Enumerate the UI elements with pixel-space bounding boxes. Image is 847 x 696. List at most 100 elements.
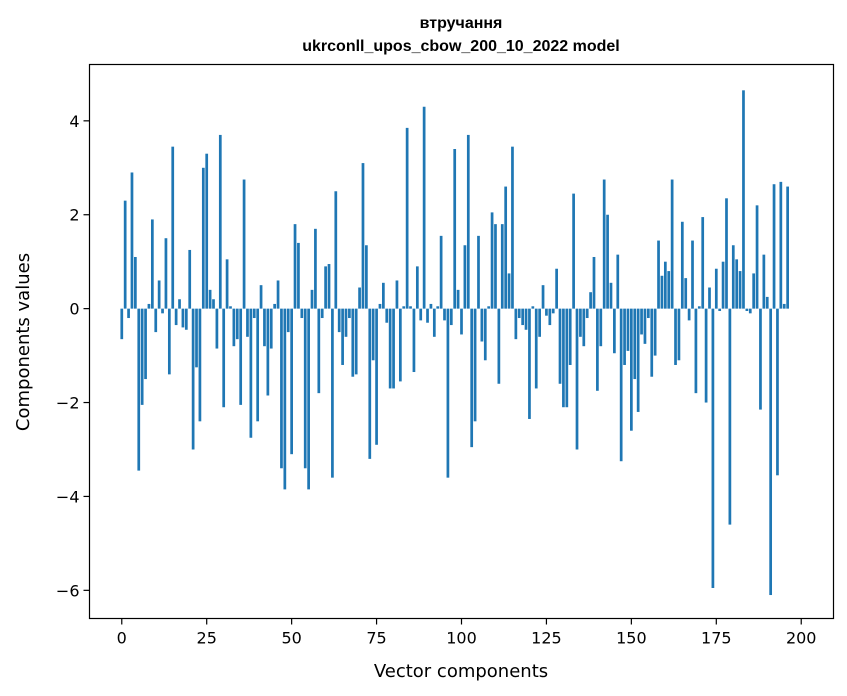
chart-title: втручання (420, 15, 503, 32)
bar-78 (385, 308, 389, 323)
bar-184 (745, 308, 749, 311)
bar-75 (375, 308, 378, 445)
x-tick-label: 25 (197, 629, 217, 648)
bar-172 (704, 308, 708, 403)
bar-163 (674, 308, 677, 365)
bar-110 (494, 224, 497, 309)
bar-191 (769, 308, 773, 596)
bar-21 (191, 308, 195, 450)
bar-177 (721, 261, 725, 309)
bar-62 (331, 308, 334, 478)
y-tick-label: −2 (56, 394, 80, 413)
bar-79 (388, 308, 392, 389)
bar-138 (589, 292, 592, 309)
bar-69 (354, 308, 358, 375)
bar-108 (487, 306, 491, 309)
bar-154 (643, 308, 647, 344)
bar-84 (405, 127, 409, 309)
bar-185 (748, 308, 752, 314)
bar-41 (259, 285, 263, 309)
bar-97 (449, 308, 453, 326)
bar-160 (663, 261, 667, 309)
bar-89 (422, 106, 426, 309)
bar-59 (320, 308, 324, 319)
bar-38 (249, 308, 253, 438)
bar-18 (181, 308, 185, 328)
bar-92 (432, 308, 436, 337)
bar-49 (286, 308, 290, 333)
bar-135 (579, 308, 582, 337)
bar-5 (137, 308, 141, 471)
bar-56 (310, 289, 314, 309)
bar-133 (572, 193, 575, 309)
bar-186 (752, 273, 756, 309)
bar-36 (242, 179, 246, 309)
bar-87 (415, 266, 419, 309)
bar-183 (742, 90, 745, 309)
bar-32 (229, 306, 232, 309)
bar-28 (215, 308, 219, 349)
bar-161 (667, 271, 671, 309)
x-tick-label: 0 (117, 629, 127, 648)
bar-137 (585, 308, 589, 319)
bar-67 (348, 308, 351, 319)
bar-8 (147, 303, 151, 309)
bar-151 (633, 308, 637, 380)
bar-44 (269, 308, 273, 349)
bar-52 (297, 242, 300, 309)
x-tick-label: 200 (786, 629, 817, 648)
bar-147 (619, 308, 623, 462)
bar-117 (517, 308, 521, 319)
bar-39 (252, 308, 256, 319)
bar-9 (150, 219, 154, 309)
bar-34 (235, 308, 239, 340)
bar-3 (130, 172, 134, 309)
bar-22 (195, 308, 198, 368)
bar-7 (144, 308, 147, 380)
bar-194 (779, 181, 783, 309)
x-tick-label: 125 (531, 629, 562, 648)
bar-26 (208, 289, 212, 309)
bar-20 (188, 249, 192, 309)
bar-43 (266, 308, 270, 396)
bar-30 (222, 308, 226, 408)
bar-96 (446, 308, 450, 478)
bar-129 (558, 308, 562, 384)
bar-187 (755, 205, 759, 309)
bar-159 (660, 275, 664, 309)
bar-53 (300, 308, 304, 319)
bar-74 (371, 308, 375, 361)
bar-119 (524, 308, 528, 330)
bar-65 (341, 308, 344, 365)
bar-33 (232, 308, 236, 347)
bar-168 (691, 240, 694, 309)
bar-17 (178, 299, 181, 309)
bar-139 (592, 256, 596, 309)
y-tick-label: −4 (56, 487, 80, 506)
bar-98 (453, 149, 457, 309)
bar-158 (657, 240, 660, 309)
bar-64 (337, 308, 341, 333)
bar-116 (514, 308, 518, 340)
bar-94 (439, 235, 443, 309)
bar-29 (218, 134, 222, 309)
bar-146 (616, 254, 620, 309)
x-tick-label: 100 (446, 629, 477, 648)
bar-76 (378, 303, 382, 309)
bar-144 (609, 282, 613, 309)
bar-23 (198, 308, 202, 422)
bar-24 (201, 167, 205, 309)
bar-37 (246, 308, 249, 337)
bar-169 (694, 308, 698, 394)
y-axis-label: Components values (13, 253, 34, 431)
bar-121 (531, 306, 535, 309)
bar-128 (555, 268, 558, 309)
bar-55 (307, 308, 310, 490)
bar-190 (765, 296, 769, 309)
bar-157 (653, 308, 657, 356)
bar-113 (504, 186, 508, 309)
bar-93 (436, 306, 440, 309)
bar-115 (511, 146, 514, 309)
bar-54 (303, 308, 307, 469)
bar-134 (575, 308, 579, 450)
